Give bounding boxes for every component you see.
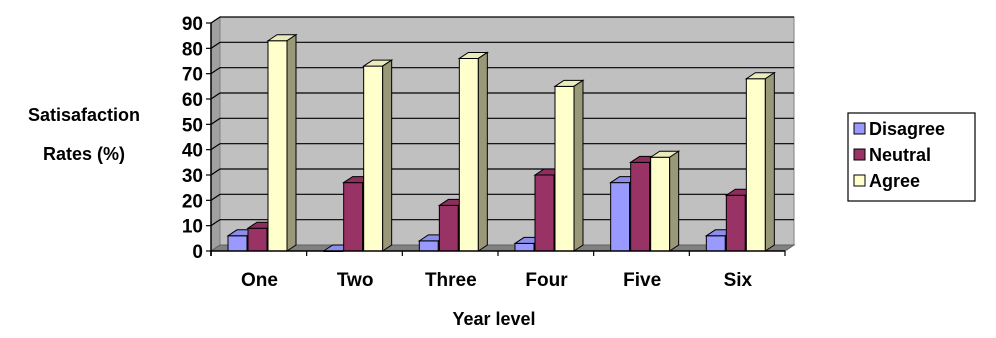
bar-front: [363, 65, 384, 252]
gridline: [210, 67, 794, 75]
x-tick-label: One: [241, 270, 278, 291]
plot-area: [209, 16, 796, 252]
bar-front: [267, 40, 288, 252]
bar-front: [458, 57, 479, 252]
bar-front: [554, 85, 575, 252]
bar-front: [534, 174, 555, 252]
bar-front: [725, 194, 746, 252]
y-axis-title-line-1: Satisafaction: [28, 105, 140, 125]
y-tick-label: 40: [182, 141, 203, 162]
x-tick-label: Two: [337, 270, 374, 291]
bar-front: [650, 156, 671, 252]
y-tick-label: 90: [182, 14, 203, 35]
bar-front: [438, 204, 459, 252]
gridline: [210, 16, 794, 24]
bar-side: [477, 51, 488, 252]
x-tick-label: Three: [425, 270, 477, 291]
bar: [649, 150, 681, 252]
gridline: [210, 168, 794, 176]
y-axis-title-line-2: Rates (%): [43, 144, 125, 164]
bar: [266, 33, 298, 252]
y-tick-label: 60: [182, 90, 203, 111]
gridline: [210, 92, 794, 100]
bar-side: [286, 33, 297, 252]
y-tick-label: 80: [182, 39, 203, 60]
legend-swatch: [853, 174, 866, 187]
legend: Disagree Neutral Agree: [847, 112, 976, 202]
x-tick-label: Six: [724, 270, 753, 291]
bar: [457, 51, 489, 252]
y-tick-label: 10: [182, 217, 203, 238]
bar-side: [764, 71, 775, 252]
bar-side: [382, 59, 393, 252]
gridline: [210, 193, 794, 201]
gridlines: [210, 16, 794, 227]
y-tick-label: 30: [182, 166, 203, 187]
side-wall: [210, 16, 221, 252]
y-tick-label: 20: [182, 191, 203, 212]
legend-swatch: [853, 122, 866, 135]
bar-front: [514, 242, 535, 252]
bar-front: [227, 235, 248, 252]
bar-front: [247, 227, 268, 252]
bar: [553, 79, 585, 252]
y-tick-label: 0: [192, 242, 203, 263]
x-tick-label: Five: [623, 270, 661, 291]
bar-front: [630, 161, 651, 252]
bar-side: [573, 79, 584, 252]
y-axis: 0 10 20 30 40 50 60 70 80 90: [182, 14, 212, 263]
gridline: [210, 41, 794, 49]
bar-front: [343, 182, 364, 252]
x-axis-title: Year level: [452, 309, 535, 329]
gridline: [210, 219, 794, 227]
bar-side: [669, 150, 680, 252]
x-axis: One Two Three Four Five Six: [210, 250, 786, 291]
bar-front: [705, 235, 726, 252]
bar-front: [610, 182, 631, 252]
y-tick-label: 50: [182, 115, 203, 136]
x-tick-label: Four: [525, 270, 568, 291]
gridline: [210, 117, 794, 125]
legend-box: [847, 112, 976, 202]
bar: [744, 71, 776, 252]
bars: [226, 33, 776, 252]
bar-front: [418, 240, 439, 252]
y-tick-label: 70: [182, 65, 203, 86]
gridline: [210, 143, 794, 151]
legend-label: Agree: [869, 171, 920, 191]
back-wall: [219, 16, 795, 246]
legend-label: Disagree: [869, 119, 945, 139]
bar: [362, 59, 394, 252]
legend-label: Neutral: [869, 145, 931, 165]
bar-front: [745, 78, 766, 252]
legend-swatch: [853, 148, 866, 161]
